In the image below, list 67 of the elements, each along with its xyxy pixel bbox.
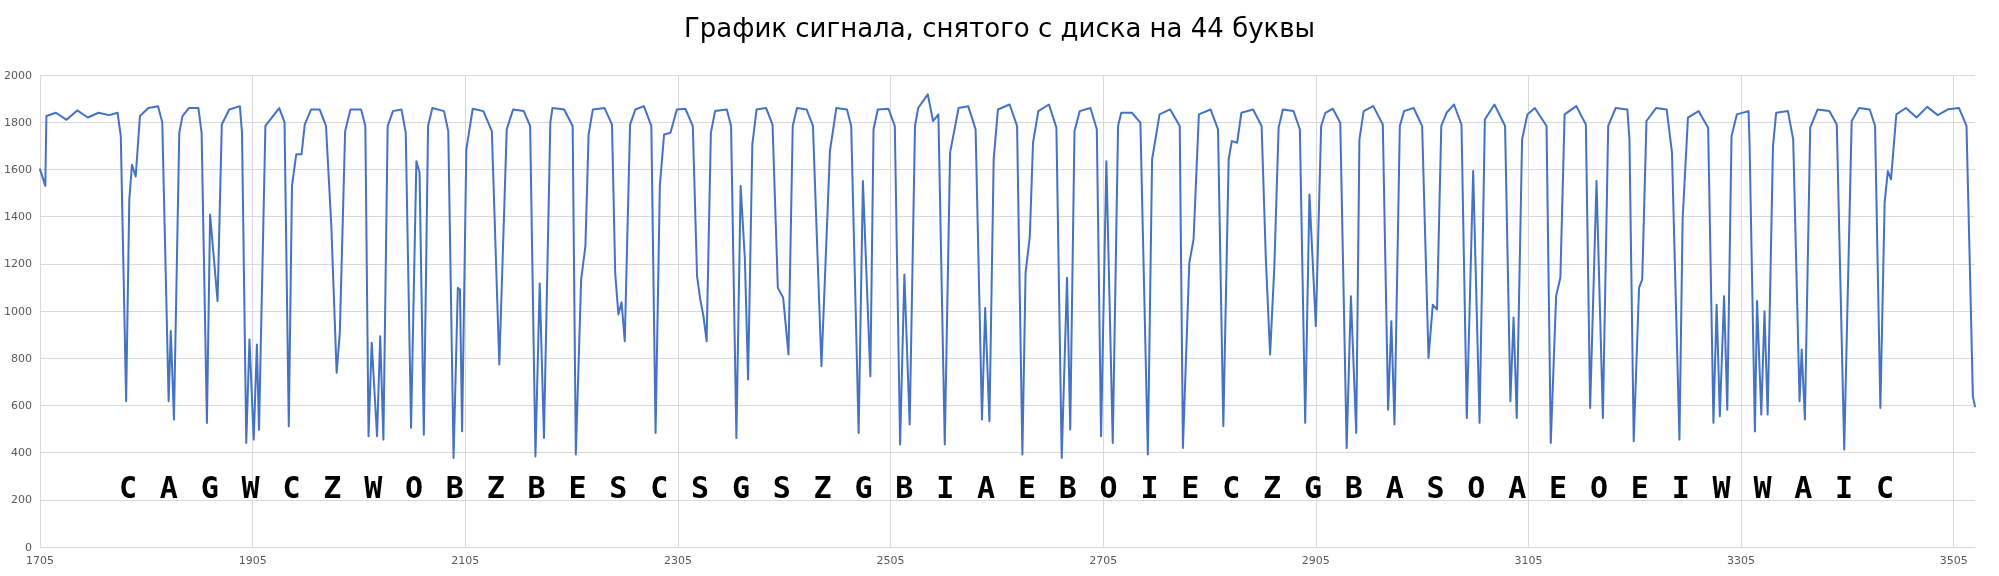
annotation: C xyxy=(1222,469,1241,505)
annotation: B xyxy=(527,469,546,505)
annotation: W xyxy=(241,469,261,505)
annotation: B xyxy=(895,469,914,505)
chart-title: График сигнала, снятого с диска на 44 буквы xyxy=(683,13,1316,43)
annotation: A xyxy=(1385,469,1404,505)
y-tick-label: 400 xyxy=(11,446,32,460)
x-tick-label: 2505 xyxy=(876,554,905,567)
x-tick-label: 1705 xyxy=(26,554,54,567)
annotation: A xyxy=(1508,469,1527,505)
annotation: C xyxy=(282,469,301,505)
annotation: E xyxy=(1630,469,1649,505)
x-tick-label: 3105 xyxy=(1514,554,1543,567)
annotation: O xyxy=(1099,469,1118,505)
y-tick-label: 200 xyxy=(11,493,32,507)
y-tick-label: 1600 xyxy=(4,162,32,176)
annotation: A xyxy=(977,469,996,505)
x-tick-label: 1905 xyxy=(238,554,267,567)
annotation: G xyxy=(200,469,219,505)
annotation: B xyxy=(1058,469,1077,505)
annotation: E xyxy=(1181,469,1200,505)
x-tick-label: 2705 xyxy=(1089,554,1118,567)
y-tick-label: 1800 xyxy=(4,115,32,129)
annotation: Z xyxy=(813,469,832,505)
annotation: W xyxy=(1712,469,1732,505)
y-tick-label: 800 xyxy=(11,351,32,365)
annotation: W xyxy=(364,469,384,505)
annotation: C xyxy=(650,469,669,505)
y-tick-label: 2000 xyxy=(4,68,32,82)
annotation: A xyxy=(1794,469,1813,505)
annotation: I xyxy=(1140,469,1159,505)
y-tick-label: 600 xyxy=(11,398,32,412)
x-tick-label: 3305 xyxy=(1727,554,1756,567)
x-tick-label: 2305 xyxy=(663,554,692,567)
annotation: O xyxy=(404,469,424,505)
annotation: O xyxy=(1589,469,1609,505)
y-tick-label: 1400 xyxy=(4,210,32,224)
y-tick-label: 0 xyxy=(25,540,32,554)
annotation: E xyxy=(1017,469,1036,505)
annotation: Z xyxy=(1263,469,1282,505)
annotation: W xyxy=(1753,469,1773,505)
annotation: I xyxy=(1835,469,1854,505)
annotation: B xyxy=(445,469,464,505)
annotation: Z xyxy=(486,469,505,505)
annotation: E xyxy=(1549,469,1568,505)
annotation: Z xyxy=(323,469,342,505)
y-tick-label: 1000 xyxy=(4,304,32,318)
annotation: C xyxy=(1875,469,1895,505)
x-tick-label: 3505 xyxy=(1939,554,1968,567)
x-tick-label: 2905 xyxy=(1301,554,1330,567)
annotation: S xyxy=(772,469,791,505)
annotation: C xyxy=(118,469,138,505)
line-series xyxy=(39,93,1976,460)
annotation: S xyxy=(609,469,628,505)
annotation: O xyxy=(1467,469,1486,505)
annotation: G xyxy=(731,469,750,505)
annotation: G xyxy=(1303,469,1322,505)
annotation: S xyxy=(1426,469,1445,505)
annotation: S xyxy=(691,469,710,505)
annotation: I xyxy=(1671,469,1690,505)
annotation: E xyxy=(568,469,587,505)
annotation: G xyxy=(854,469,873,505)
x-tick-label: 2105 xyxy=(451,554,480,567)
annotation: A xyxy=(159,469,178,505)
annotation: I xyxy=(936,469,955,505)
annotation: B xyxy=(1344,469,1363,505)
y-tick-label: 1200 xyxy=(4,257,32,271)
